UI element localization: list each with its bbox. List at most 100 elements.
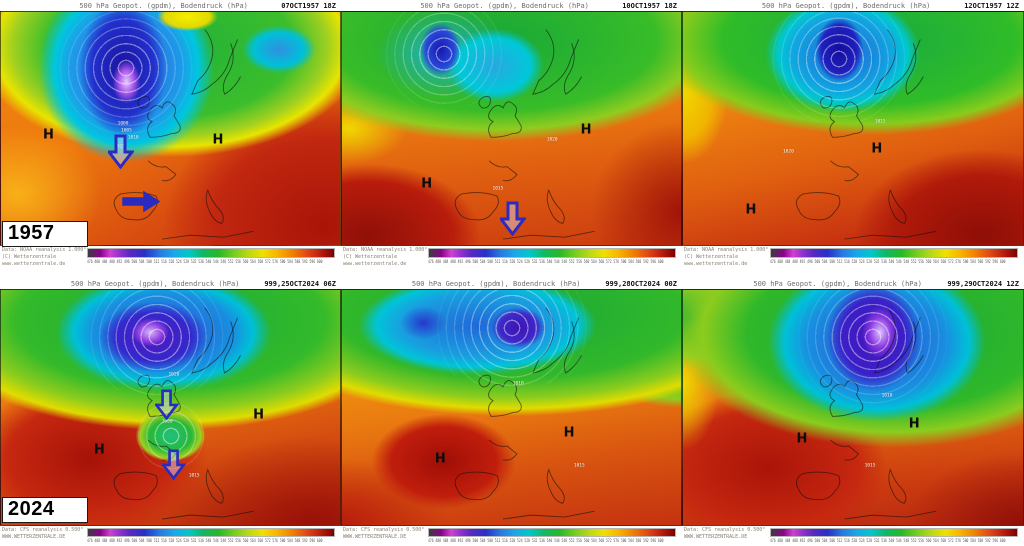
- high-pressure-label: H: [563, 425, 575, 441]
- weather-map: H H 1015 1020: [682, 11, 1024, 246]
- data-attribution: Data: NOAA reanalysis 1.000° (C) Wetterz…: [684, 247, 769, 267]
- map-footer: Data: CFS reanalysis 0.500° WWW.WETTERZE…: [0, 526, 341, 546]
- colorbar-tick-labels: 476 480 484 488 492 496 500 504 508 512 …: [770, 259, 1006, 264]
- high-pressure-label: H: [871, 141, 883, 157]
- map-titlebar: 500 hPa Geopot. (gpdm), Bodendruck (hPa)…: [341, 0, 682, 11]
- colorbar: 476 480 484 488 492 496 500 504 508 512 …: [87, 527, 335, 543]
- data-attribution: Data: CFS reanalysis 0.500° WWW.WETTERZE…: [2, 527, 84, 540]
- map-titlebar: 500 hPa Geopot. (gpdm), Bodendruck (hPa)…: [0, 278, 341, 289]
- contour-rings: [416, 290, 607, 388]
- map-panel-1957-2: 500 hPa Geopot. (gpdm), Bodendruck (hPa)…: [341, 0, 682, 278]
- data-attribution: Data: NOAA reanalysis 1.000° (C) Wetterz…: [343, 247, 428, 267]
- annotation-arrow-down-icon: [162, 449, 186, 480]
- high-pressure-label: H: [253, 407, 265, 423]
- map-titlebar: 500 hPa Geopot. (gpdm), Bodendruck (hPa)…: [0, 0, 341, 11]
- coastline-overlay: [795, 307, 937, 520]
- coastline-overlay: [795, 29, 937, 240]
- map-datetime: 12OCT1957 12Z: [964, 1, 1019, 10]
- map-datetime: 10OCT1957 18Z: [622, 1, 677, 10]
- map-datetime: 999,25OCT2024 06Z: [264, 279, 336, 288]
- data-attribution: Data: CFS reanalysis 0.500° WWW.WETTERZE…: [343, 527, 425, 540]
- weather-map: H H 1000 1005 1010 1015: [0, 11, 341, 246]
- annotation-arrow-right-icon: [122, 191, 161, 212]
- colorbar: 476 480 484 488 492 496 500 504 508 512 …: [770, 527, 1018, 543]
- weather-map: H H 1010 1015: [682, 289, 1024, 526]
- weather-map: H H 1010 1015: [341, 289, 682, 526]
- data-attribution: Data: CFS reanalysis 0.500° WWW.WETTERZE…: [684, 527, 766, 540]
- map-datetime: 999,29OCT2024 12Z: [947, 279, 1019, 288]
- colorbar: 476 480 484 488 492 496 500 504 508 512 …: [770, 247, 1018, 264]
- map-titlebar: 500 hPa Geopot. (gpdm), Bodendruck (hPa)…: [682, 278, 1024, 289]
- map-datetime: 999,28OCT2024 00Z: [605, 279, 677, 288]
- weather-map: H H 1015 1020: [341, 11, 682, 246]
- map-title: 500 hPa Geopot. (gpdm), Bodendruck (hPa): [761, 1, 931, 10]
- colorbar: 476 480 484 488 492 496 500 504 508 512 …: [87, 247, 335, 264]
- high-pressure-label: H: [745, 202, 757, 218]
- isobar-label: 1005: [121, 128, 132, 134]
- map-footer: Data: NOAA reanalysis 1.000° (C) Wetterz…: [341, 246, 682, 278]
- isobar-label: 1020: [546, 137, 558, 143]
- map-footer: Data: NOAA reanalysis 1.000° (C) Wetterz…: [682, 246, 1024, 278]
- contour-rings: [51, 12, 202, 138]
- colorbar-tick-labels: 476 480 484 488 492 496 500 504 508 512 …: [87, 538, 323, 543]
- contour-rings: [759, 12, 920, 124]
- map-title: 500 hPa Geopot. (gpdm), Bodendruck (hPa): [420, 1, 589, 10]
- map-footer: Data: NOAA reanalysis 1.000° (C) Wetterz…: [0, 246, 341, 278]
- map-footer: Data: CFS reanalysis 0.500° WWW.WETTERZE…: [682, 526, 1024, 546]
- high-pressure-label: H: [43, 127, 54, 143]
- map-title: 500 hPa Geopot. (gpdm), Bodendruck (hPa): [79, 1, 248, 10]
- high-pressure-label: H: [580, 122, 592, 138]
- colorbar-gradient: [87, 248, 335, 258]
- high-pressure-label: H: [421, 176, 433, 192]
- map-footer: Data: CFS reanalysis 0.500° WWW.WETTERZE…: [341, 526, 682, 546]
- isobar-label: 1010: [512, 381, 524, 387]
- weather-map: H H 1020 1000 1015: [0, 289, 341, 526]
- contour-rings: [788, 290, 959, 407]
- colorbar-tick-labels: 476 480 484 488 492 496 500 504 508 512 …: [428, 259, 664, 264]
- annotation-arrow-down-icon: [499, 201, 526, 236]
- colorbar-tick-labels: 476 480 484 488 492 496 500 504 508 512 …: [428, 538, 664, 543]
- data-attribution: Data: NOAA reanalysis 1.000° (C) Wetterz…: [2, 247, 87, 267]
- high-pressure-label: H: [212, 132, 224, 148]
- colorbar-tick-labels: 476 480 484 488 492 496 500 504 508 512 …: [770, 538, 1006, 543]
- isobar-label: 1015: [492, 186, 504, 192]
- contour-rings: [71, 290, 242, 397]
- coastline-overlay: [454, 307, 595, 520]
- year-label-2024: 2024: [2, 497, 88, 523]
- map-title: 500 hPa Geopot. (gpdm), Bodendruck (hPa): [411, 279, 581, 288]
- high-pressure-label: H: [434, 451, 446, 467]
- isobar-label: 1020: [168, 372, 180, 378]
- high-pressure-label: H: [93, 442, 105, 458]
- colorbar-gradient: [770, 248, 1018, 258]
- high-pressure-label: H: [908, 416, 920, 432]
- map-title: 500 hPa Geopot. (gpdm), Bodendruck (hPa): [70, 279, 240, 288]
- isobar-label: 1000: [161, 419, 173, 425]
- colorbar: 476 480 484 488 492 496 500 504 508 512 …: [428, 247, 676, 264]
- colorbar: 476 480 484 488 492 496 500 504 508 512 …: [428, 527, 676, 543]
- map-title: 500 hPa Geopot. (gpdm), Bodendruck (hPa): [753, 279, 922, 288]
- high-pressure-label: H: [796, 431, 808, 447]
- colorbar-gradient: [428, 528, 676, 537]
- map-titlebar: 500 hPa Geopot. (gpdm), Bodendruck (hPa)…: [682, 0, 1024, 11]
- colorbar-gradient: [428, 248, 676, 258]
- isobar-label: 1020: [782, 149, 794, 155]
- annotation-arrow-down-icon: [107, 134, 134, 169]
- year-label-1957: 1957: [2, 221, 88, 247]
- map-datetime: 07OCT1957 18Z: [281, 1, 336, 10]
- map-panel-2024-3: 500 hPa Geopot. (gpdm), Bodendruck (hPa)…: [682, 278, 1024, 546]
- contour-rings: [373, 12, 514, 109]
- annotation-arrow-down-icon: [155, 389, 179, 420]
- map-panel-1957-3: 500 hPa Geopot. (gpdm), Bodendruck (hPa)…: [682, 0, 1024, 278]
- colorbar-gradient: [770, 528, 1018, 537]
- isobar-label: 1010: [881, 393, 893, 399]
- isobar-label: 1015: [573, 463, 585, 469]
- map-panel-2024-2: 500 hPa Geopot. (gpdm), Bodendruck (hPa)…: [341, 278, 682, 546]
- colorbar-gradient: [87, 528, 335, 537]
- isobar-label: 1015: [188, 473, 200, 479]
- isobar-label: 1015: [874, 119, 886, 124]
- colorbar-tick-labels: 476 480 484 488 492 496 500 504 508 512 …: [87, 259, 323, 264]
- isobar-label: 1015: [864, 463, 876, 469]
- map-titlebar: 500 hPa Geopot. (gpdm), Bodendruck (hPa)…: [341, 278, 682, 289]
- isobar-label: 1000: [117, 121, 129, 127]
